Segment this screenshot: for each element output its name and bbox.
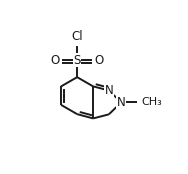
Text: S: S — [74, 54, 81, 67]
Text: O: O — [51, 54, 60, 67]
Text: Cl: Cl — [71, 30, 83, 43]
Text: N: N — [117, 96, 126, 109]
Text: CH₃: CH₃ — [141, 97, 162, 107]
Text: O: O — [95, 54, 104, 67]
Text: N: N — [105, 84, 113, 97]
